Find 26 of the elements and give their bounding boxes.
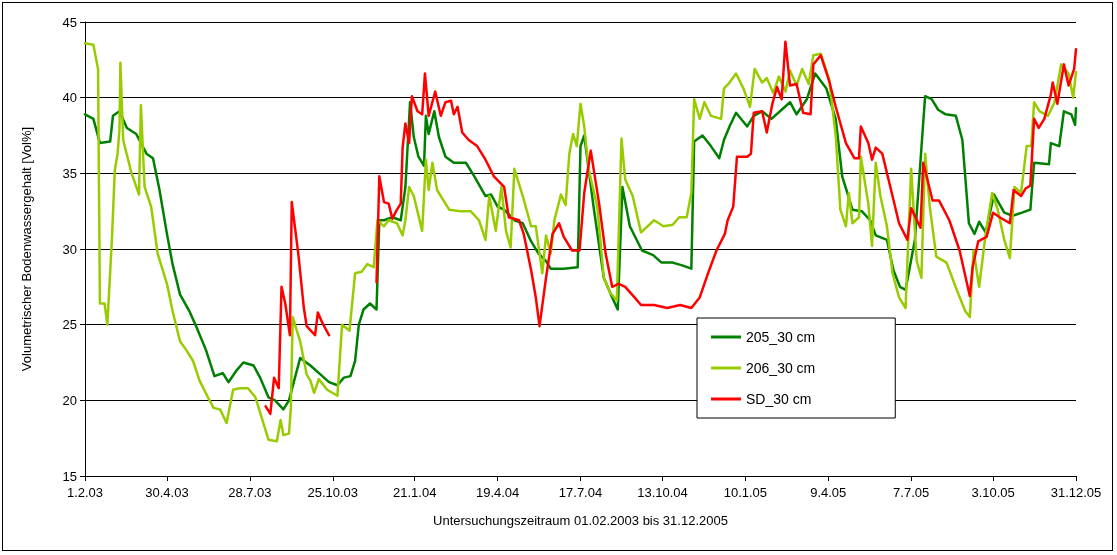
line-series [83, 41, 1078, 443]
x-tick-label: 19.4.04 [475, 485, 520, 500]
x-axis-title: Untersuchungszeitraum 01.02.2003 bis 31.12.2005 [433, 513, 728, 528]
y-tick-label: 20 [62, 392, 77, 408]
y-tick-label: 30 [62, 241, 77, 257]
x-tick-label: 28.7.03 [228, 485, 272, 500]
legend-label: SD_30 cm [746, 391, 812, 407]
legend-label: 205_30 cm [746, 329, 816, 345]
x-tick-label: 31.12.05 [1050, 485, 1102, 500]
x-tick-label: 9.4.05 [810, 485, 847, 500]
y-tick-label: 15 [62, 468, 77, 484]
y-tick-label: 40 [62, 90, 77, 106]
x-tick-label: 10.1.05 [723, 485, 768, 500]
y-axis-title: Volumetrischer Bodenwassergehalt [Vol%] [19, 126, 34, 372]
x-tick-label: 25.10.03 [307, 485, 359, 500]
legend-label: 206_30 cm [746, 360, 816, 376]
x-tick-label: 13.10.04 [637, 485, 688, 500]
y-tick-label: 35 [62, 165, 77, 181]
x-tick-label: 30.4.03 [145, 485, 189, 500]
x-tick-label: 1.2.03 [66, 485, 104, 500]
x-tick-label: 7.7.05 [893, 485, 930, 500]
x-tick-label: 21.1.04 [393, 485, 437, 500]
x-tick-label: 3.10.05 [971, 485, 1015, 500]
y-tick-label: 45 [62, 14, 77, 30]
y-tick-label: 25 [62, 317, 77, 333]
x-tick-label: 17.7.04 [558, 485, 603, 500]
